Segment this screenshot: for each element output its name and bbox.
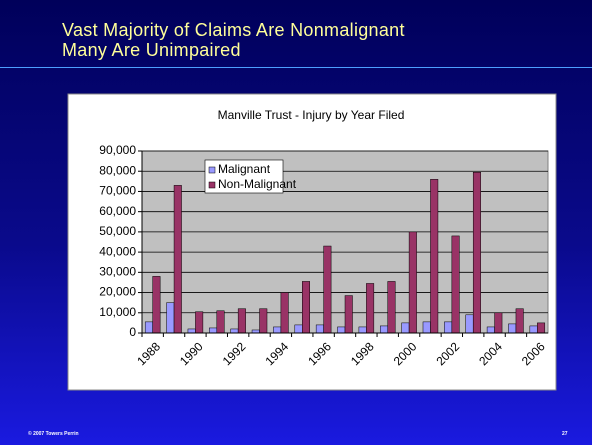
slide-title: Many Are Unimpaired <box>62 40 241 60</box>
bar <box>280 292 289 334</box>
legend-label: Malignant <box>218 162 271 176</box>
page-number: 27 <box>562 431 568 437</box>
bar <box>444 321 453 334</box>
bar <box>465 314 474 334</box>
bar <box>216 310 225 334</box>
footer: © 2007 Towers Perrin <box>28 431 79 437</box>
y-tick-label: 90,000 <box>99 143 136 157</box>
bar <box>529 325 538 334</box>
bar <box>451 235 460 334</box>
bar <box>486 326 495 334</box>
bar <box>237 308 246 334</box>
bar <box>358 326 367 334</box>
bar <box>408 231 417 334</box>
bar <box>401 322 410 334</box>
bar <box>537 322 546 334</box>
bar <box>430 179 439 334</box>
title-rule <box>0 67 592 68</box>
y-tick-label: 40,000 <box>99 244 136 258</box>
bar <box>472 171 481 334</box>
legend <box>204 159 284 194</box>
y-tick-label: 20,000 <box>99 285 136 299</box>
bar <box>294 324 303 334</box>
bar <box>173 185 182 334</box>
bar <box>230 328 239 334</box>
bar <box>152 276 161 334</box>
bar <box>387 281 396 334</box>
bar <box>187 328 196 334</box>
y-tick-label: 80,000 <box>99 163 136 177</box>
bar <box>515 308 524 334</box>
legend-label: Non-Malignant <box>218 177 297 191</box>
bar <box>209 327 218 334</box>
y-tick-label: 10,000 <box>99 305 136 319</box>
y-tick-label: 60,000 <box>99 204 136 218</box>
bar <box>166 302 175 334</box>
bar <box>323 245 332 334</box>
bar <box>508 323 517 334</box>
bar <box>195 311 204 334</box>
y-tick-label: 0 <box>129 325 136 339</box>
bar <box>380 325 388 334</box>
legend-swatch <box>208 166 216 174</box>
bar <box>366 283 375 334</box>
bar <box>259 308 268 334</box>
bar <box>337 326 346 334</box>
y-tick-label: 70,000 <box>99 184 136 198</box>
bar <box>315 324 324 334</box>
bar <box>144 321 153 334</box>
legend-swatch <box>208 181 216 189</box>
bar <box>422 321 431 334</box>
bar <box>494 312 503 334</box>
y-tick-label: 30,000 <box>99 265 136 279</box>
bar <box>302 281 310 334</box>
y-tick-label: 50,000 <box>99 224 136 238</box>
slide-title: Vast Majority of Claims Are Nonmalignant <box>62 20 405 40</box>
bar <box>273 326 282 334</box>
chart-title: Manville Trust - Injury by Year Filed <box>218 108 405 122</box>
bar <box>344 295 353 334</box>
